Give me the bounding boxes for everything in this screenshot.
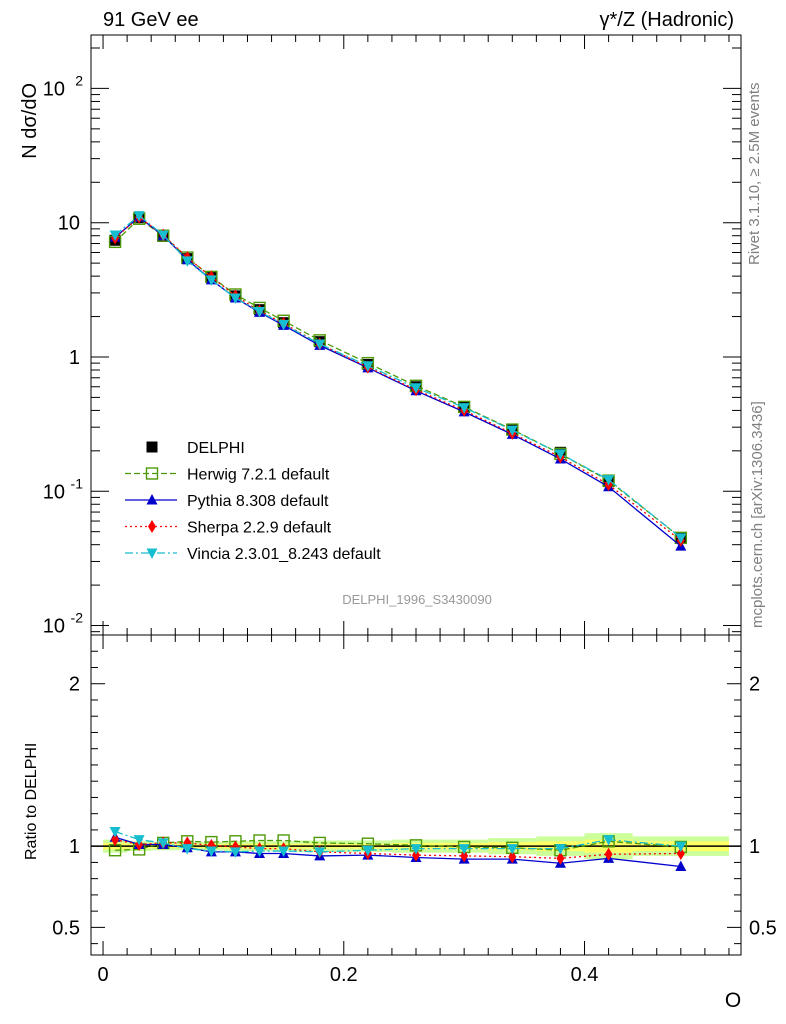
ratio-y-tick-label: 2 xyxy=(69,674,80,696)
main-series-line xyxy=(114,217,682,539)
ratio-series-line xyxy=(114,836,681,868)
legend-entry-1: Herwig 7.2.1 default xyxy=(125,467,330,484)
main-point xyxy=(458,403,470,414)
main-point xyxy=(157,230,169,241)
legend-entry-3: Sherpa 2.2.9 default xyxy=(125,520,332,537)
y-tick-label-1e-1: 10 -1 xyxy=(43,475,83,503)
x-tick-label: 0 xyxy=(97,964,108,986)
y-tick-label-10: 10 xyxy=(58,213,80,235)
legend-label: DELPHI xyxy=(187,440,245,457)
x-tick-label: 0.4 xyxy=(571,964,599,986)
ratio-point xyxy=(554,844,566,855)
legend-entry-2: Pythia 8.308 default xyxy=(125,493,329,510)
ratio-point xyxy=(675,860,687,871)
x-axis-label: O xyxy=(725,989,741,1012)
ratio-point xyxy=(133,835,145,846)
ratio-point xyxy=(254,846,266,858)
ratio-point xyxy=(205,846,217,858)
main-point xyxy=(109,230,121,241)
legend-marker xyxy=(148,520,156,533)
legend-marker xyxy=(145,467,159,480)
header-right: γ*/Z (Hadronic) xyxy=(599,9,734,31)
main-point xyxy=(506,425,518,437)
ratio-series-line xyxy=(114,839,681,860)
ratio-point xyxy=(603,835,615,846)
ratio-point xyxy=(458,844,470,855)
legend-marker xyxy=(146,548,158,559)
y-tick-label-1e2-base: 10 xyxy=(43,78,65,100)
main-point xyxy=(554,449,566,460)
ratio-point xyxy=(508,850,517,864)
y-tick-label-1e2: 10 2 xyxy=(43,72,83,100)
y-tick-label-1: 1 xyxy=(69,347,80,369)
analysis-watermark: DELPHI_1996_S3430090 xyxy=(342,592,492,607)
main-point xyxy=(278,319,290,331)
ratio-point xyxy=(278,846,290,858)
ratio-y-axis-label: Ratio to DELPHI xyxy=(23,743,40,860)
ratio-point xyxy=(410,844,422,855)
legend-entry-0: DELPHI xyxy=(146,440,245,457)
y-axis-label: N dσ/dO xyxy=(19,83,41,159)
main-point xyxy=(254,307,266,318)
y-tick-label-1e2-exp: 2 xyxy=(75,72,83,88)
main-series-4 xyxy=(109,211,687,544)
main-point xyxy=(314,339,326,350)
legend-label: Vincia 2.3.01_8.243 default xyxy=(187,546,381,563)
ratio-point xyxy=(157,838,169,849)
main-point xyxy=(181,256,193,267)
ratio-y-tick-label: 1 xyxy=(69,836,80,858)
ratio-point xyxy=(604,847,613,861)
ratio-y-tick-label-right: 1 xyxy=(749,836,760,858)
ratio-point xyxy=(675,841,687,853)
ratio-series-line xyxy=(114,830,681,853)
ratio-point xyxy=(314,847,326,858)
main-point xyxy=(229,293,241,304)
header-left: 91 GeV ee xyxy=(103,9,199,31)
ratio-y-tick-label-right: 0.5 xyxy=(749,917,777,939)
y-tick-label-1e-2-exp: -2 xyxy=(71,610,84,626)
ratio-y-tick-label-right: 2 xyxy=(749,674,760,696)
x-tick-label: 0.2 xyxy=(330,964,358,986)
legend-label: Sherpa 2.2.9 default xyxy=(187,520,332,537)
main-point xyxy=(410,383,422,394)
legend-marker xyxy=(146,441,158,453)
ratio-series-3 xyxy=(109,827,687,858)
y-tick-label-1e-2: 10 -2 xyxy=(43,610,83,638)
ratio-point xyxy=(460,849,469,863)
ratio-point xyxy=(556,851,565,865)
main-point xyxy=(675,533,687,544)
ratio-point xyxy=(412,848,420,862)
legend-label: Herwig 7.2.1 default xyxy=(187,467,330,484)
y-tick-label-1e-1-base: 10 xyxy=(43,481,65,503)
ratio-point xyxy=(229,847,241,858)
ratio-y-tick-label: 0.5 xyxy=(52,917,80,939)
ratio-point xyxy=(362,845,374,857)
ratio-plot-frame xyxy=(90,634,742,956)
y-tick-label-1e-2-base: 10 xyxy=(43,616,65,638)
y-tick-label-1e-1-exp: -1 xyxy=(71,475,84,491)
ratio-point xyxy=(109,827,121,838)
legend-marker xyxy=(146,494,158,505)
legend-label: Pythia 8.308 default xyxy=(187,493,329,510)
ratio-point xyxy=(506,844,518,855)
main-point xyxy=(133,211,145,222)
main-point xyxy=(205,275,217,286)
ratio-point xyxy=(181,844,193,855)
main-series-line xyxy=(114,214,682,539)
main-series-line xyxy=(114,216,682,547)
legend-entry-4: Vincia 2.3.01_8.243 default xyxy=(125,546,381,563)
ratio-point xyxy=(111,833,120,847)
ratio-point xyxy=(676,846,685,860)
main-point xyxy=(362,361,374,372)
main-point xyxy=(603,475,615,486)
main-plot-frame xyxy=(90,34,742,636)
